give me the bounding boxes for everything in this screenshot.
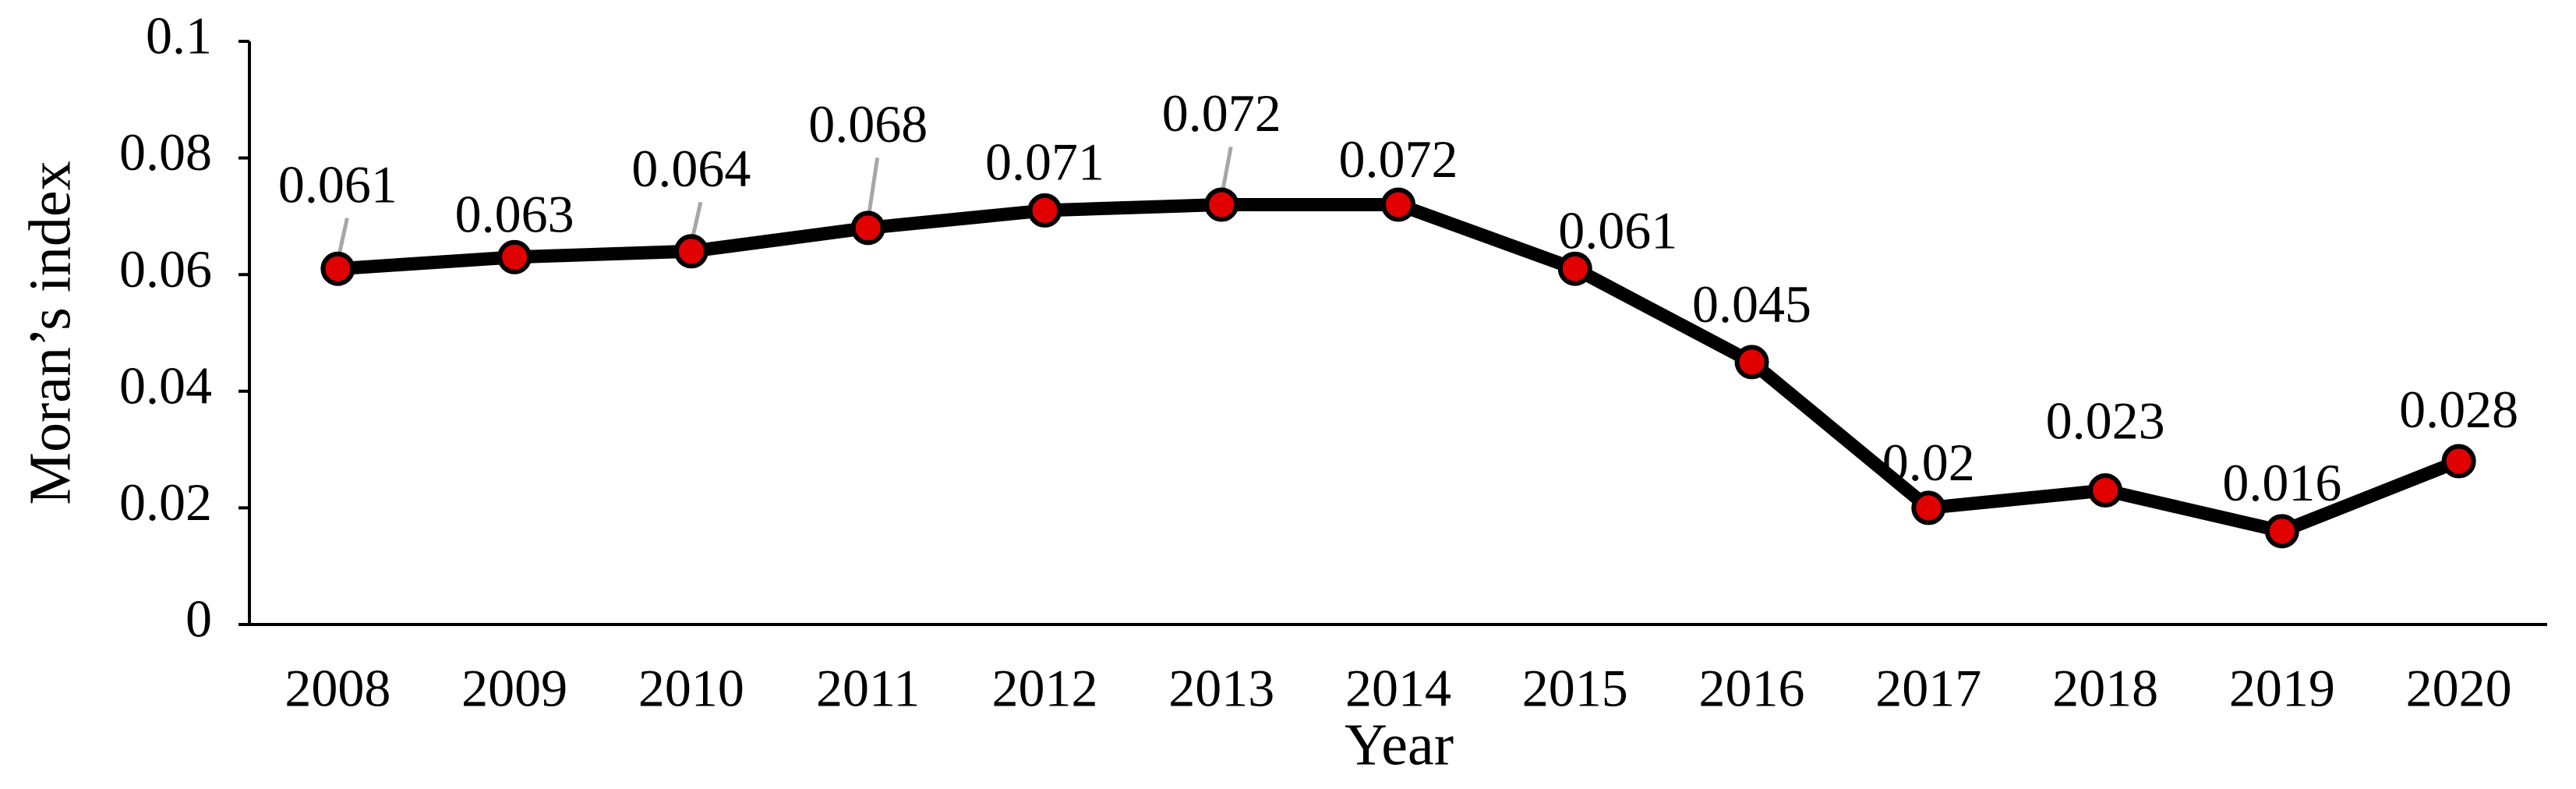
data-label: 0.071 <box>985 133 1104 192</box>
data-label: 0.068 <box>808 94 928 154</box>
x-tick-label: 2013 <box>1168 659 1274 718</box>
x-tick-label: 2014 <box>1345 659 1451 718</box>
data-point <box>2264 514 2299 549</box>
x-tick-label: 2011 <box>816 659 920 718</box>
data-point <box>850 211 885 246</box>
y-tick-label: 0.06 <box>119 239 212 299</box>
y-tick-label: 0.02 <box>119 472 212 532</box>
data-point <box>320 251 355 286</box>
data-point <box>2088 472 2123 508</box>
x-tick-label: 2009 <box>461 659 567 718</box>
data-label: 0.02 <box>1882 433 1975 492</box>
data-label: 0.061 <box>1558 200 1677 260</box>
x-tick-label: 2017 <box>1875 659 1981 718</box>
data-point <box>497 239 532 274</box>
data-point <box>2441 444 2476 479</box>
y-tick-label: 0 <box>186 589 212 649</box>
x-tick-label: 2016 <box>1699 659 1805 718</box>
x-tick-label: 2012 <box>991 659 1097 718</box>
data-label: 0.061 <box>278 154 398 214</box>
data-label: 0.072 <box>1162 83 1281 143</box>
data-line <box>337 197 2461 538</box>
y-tick-label: 0.08 <box>119 122 212 182</box>
x-tick-label: 2008 <box>284 659 390 718</box>
x-tick-label: 2018 <box>2052 659 2158 718</box>
x-tick-label: 2015 <box>1522 659 1628 718</box>
x-tick-label: 2019 <box>2229 659 2335 718</box>
data-point <box>673 234 708 269</box>
x-tick-label: 2020 <box>2406 659 2512 718</box>
y-axis-title: Moran’s index <box>17 161 83 504</box>
data-label: 0.028 <box>2399 380 2518 439</box>
data-point <box>1557 251 1592 286</box>
data-label: 0.063 <box>455 184 574 243</box>
data-label: 0.023 <box>2046 391 2165 451</box>
data-point <box>1027 193 1062 228</box>
y-tick-label: 0.04 <box>119 356 212 415</box>
leader-line <box>866 157 880 221</box>
y-tick-label: 0.1 <box>146 6 212 65</box>
x-tick-label: 2010 <box>638 659 744 718</box>
data-point <box>1204 187 1239 222</box>
data-label: 0.064 <box>631 139 751 198</box>
data-label: 0.016 <box>2222 453 2341 512</box>
data-label: 0.045 <box>1692 274 1811 334</box>
data-point <box>1734 345 1769 380</box>
data-point <box>1911 490 1946 525</box>
data-label: 0.072 <box>1339 129 1458 189</box>
x-axis-title: Year <box>1345 712 1454 777</box>
data-point <box>1381 187 1415 222</box>
